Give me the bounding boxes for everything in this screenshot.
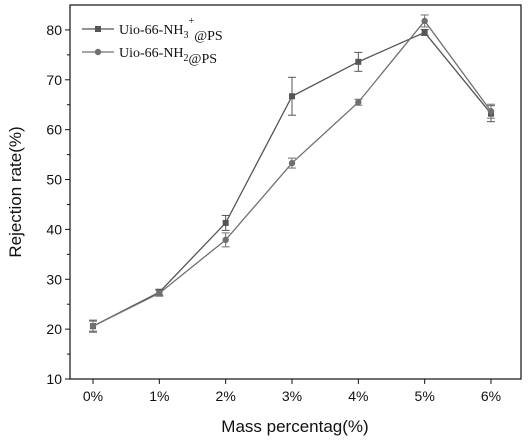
y-tick-label: 10 xyxy=(46,371,62,387)
legend: Uio-66-NH3+@PSUio-66-NH2@PS xyxy=(82,16,223,67)
data-point xyxy=(222,237,228,243)
y-tick-label: 60 xyxy=(46,122,62,138)
legend-marker xyxy=(95,49,101,55)
plot-frame xyxy=(70,5,521,379)
data-point xyxy=(355,99,361,105)
x-tick-label: 1% xyxy=(149,388,169,404)
y-tick-label: 40 xyxy=(46,221,62,237)
data-point xyxy=(422,29,428,35)
legend-label: Uio-66-NH3+ @PS xyxy=(119,16,223,44)
x-axis-title: Mass percentag(%) xyxy=(221,417,368,436)
x-tick-label: 0% xyxy=(83,388,103,404)
series-line xyxy=(93,21,491,326)
series-2 xyxy=(89,15,495,331)
data-point xyxy=(156,290,162,296)
series-1 xyxy=(89,29,495,332)
y-axis-ticks: 10 20 30 40 50 60 70 80 xyxy=(46,22,70,387)
legend-marker xyxy=(95,26,101,32)
series-layer xyxy=(89,15,495,332)
legend-label-part: Uio-66-NH xyxy=(119,46,184,61)
x-axis-ticks: 0% 1% 2% 3% 4% 5% 6% xyxy=(83,379,501,404)
y-tick-label: 30 xyxy=(46,271,62,287)
y-axis-title: Rejection rate(%) xyxy=(6,126,25,257)
legend-label-part: 3 xyxy=(184,30,189,41)
data-point xyxy=(223,220,229,226)
data-point xyxy=(355,59,361,65)
data-point xyxy=(421,18,427,24)
legend-label-part: Uio-66-NH xyxy=(119,23,184,38)
data-point xyxy=(90,323,96,329)
x-tick-label: 2% xyxy=(216,388,236,404)
legend-label-part: + xyxy=(189,16,195,27)
legend-label-part: @PS xyxy=(189,52,217,67)
data-point xyxy=(289,93,295,99)
data-point xyxy=(488,108,494,114)
legend-label: Uio-66-NH2@PS xyxy=(119,46,217,67)
y-tick-label: 20 xyxy=(46,321,62,337)
x-tick-label: 6% xyxy=(481,388,501,404)
x-tick-label: 5% xyxy=(415,388,435,404)
series-line xyxy=(93,32,491,326)
data-point xyxy=(289,160,295,166)
x-tick-label: 3% xyxy=(282,388,302,404)
legend-label-part: @PS xyxy=(194,29,222,44)
x-tick-label: 4% xyxy=(348,388,368,404)
y-tick-label: 80 xyxy=(46,22,62,38)
y-tick-label: 50 xyxy=(46,172,62,188)
y-tick-label: 70 xyxy=(46,72,62,88)
